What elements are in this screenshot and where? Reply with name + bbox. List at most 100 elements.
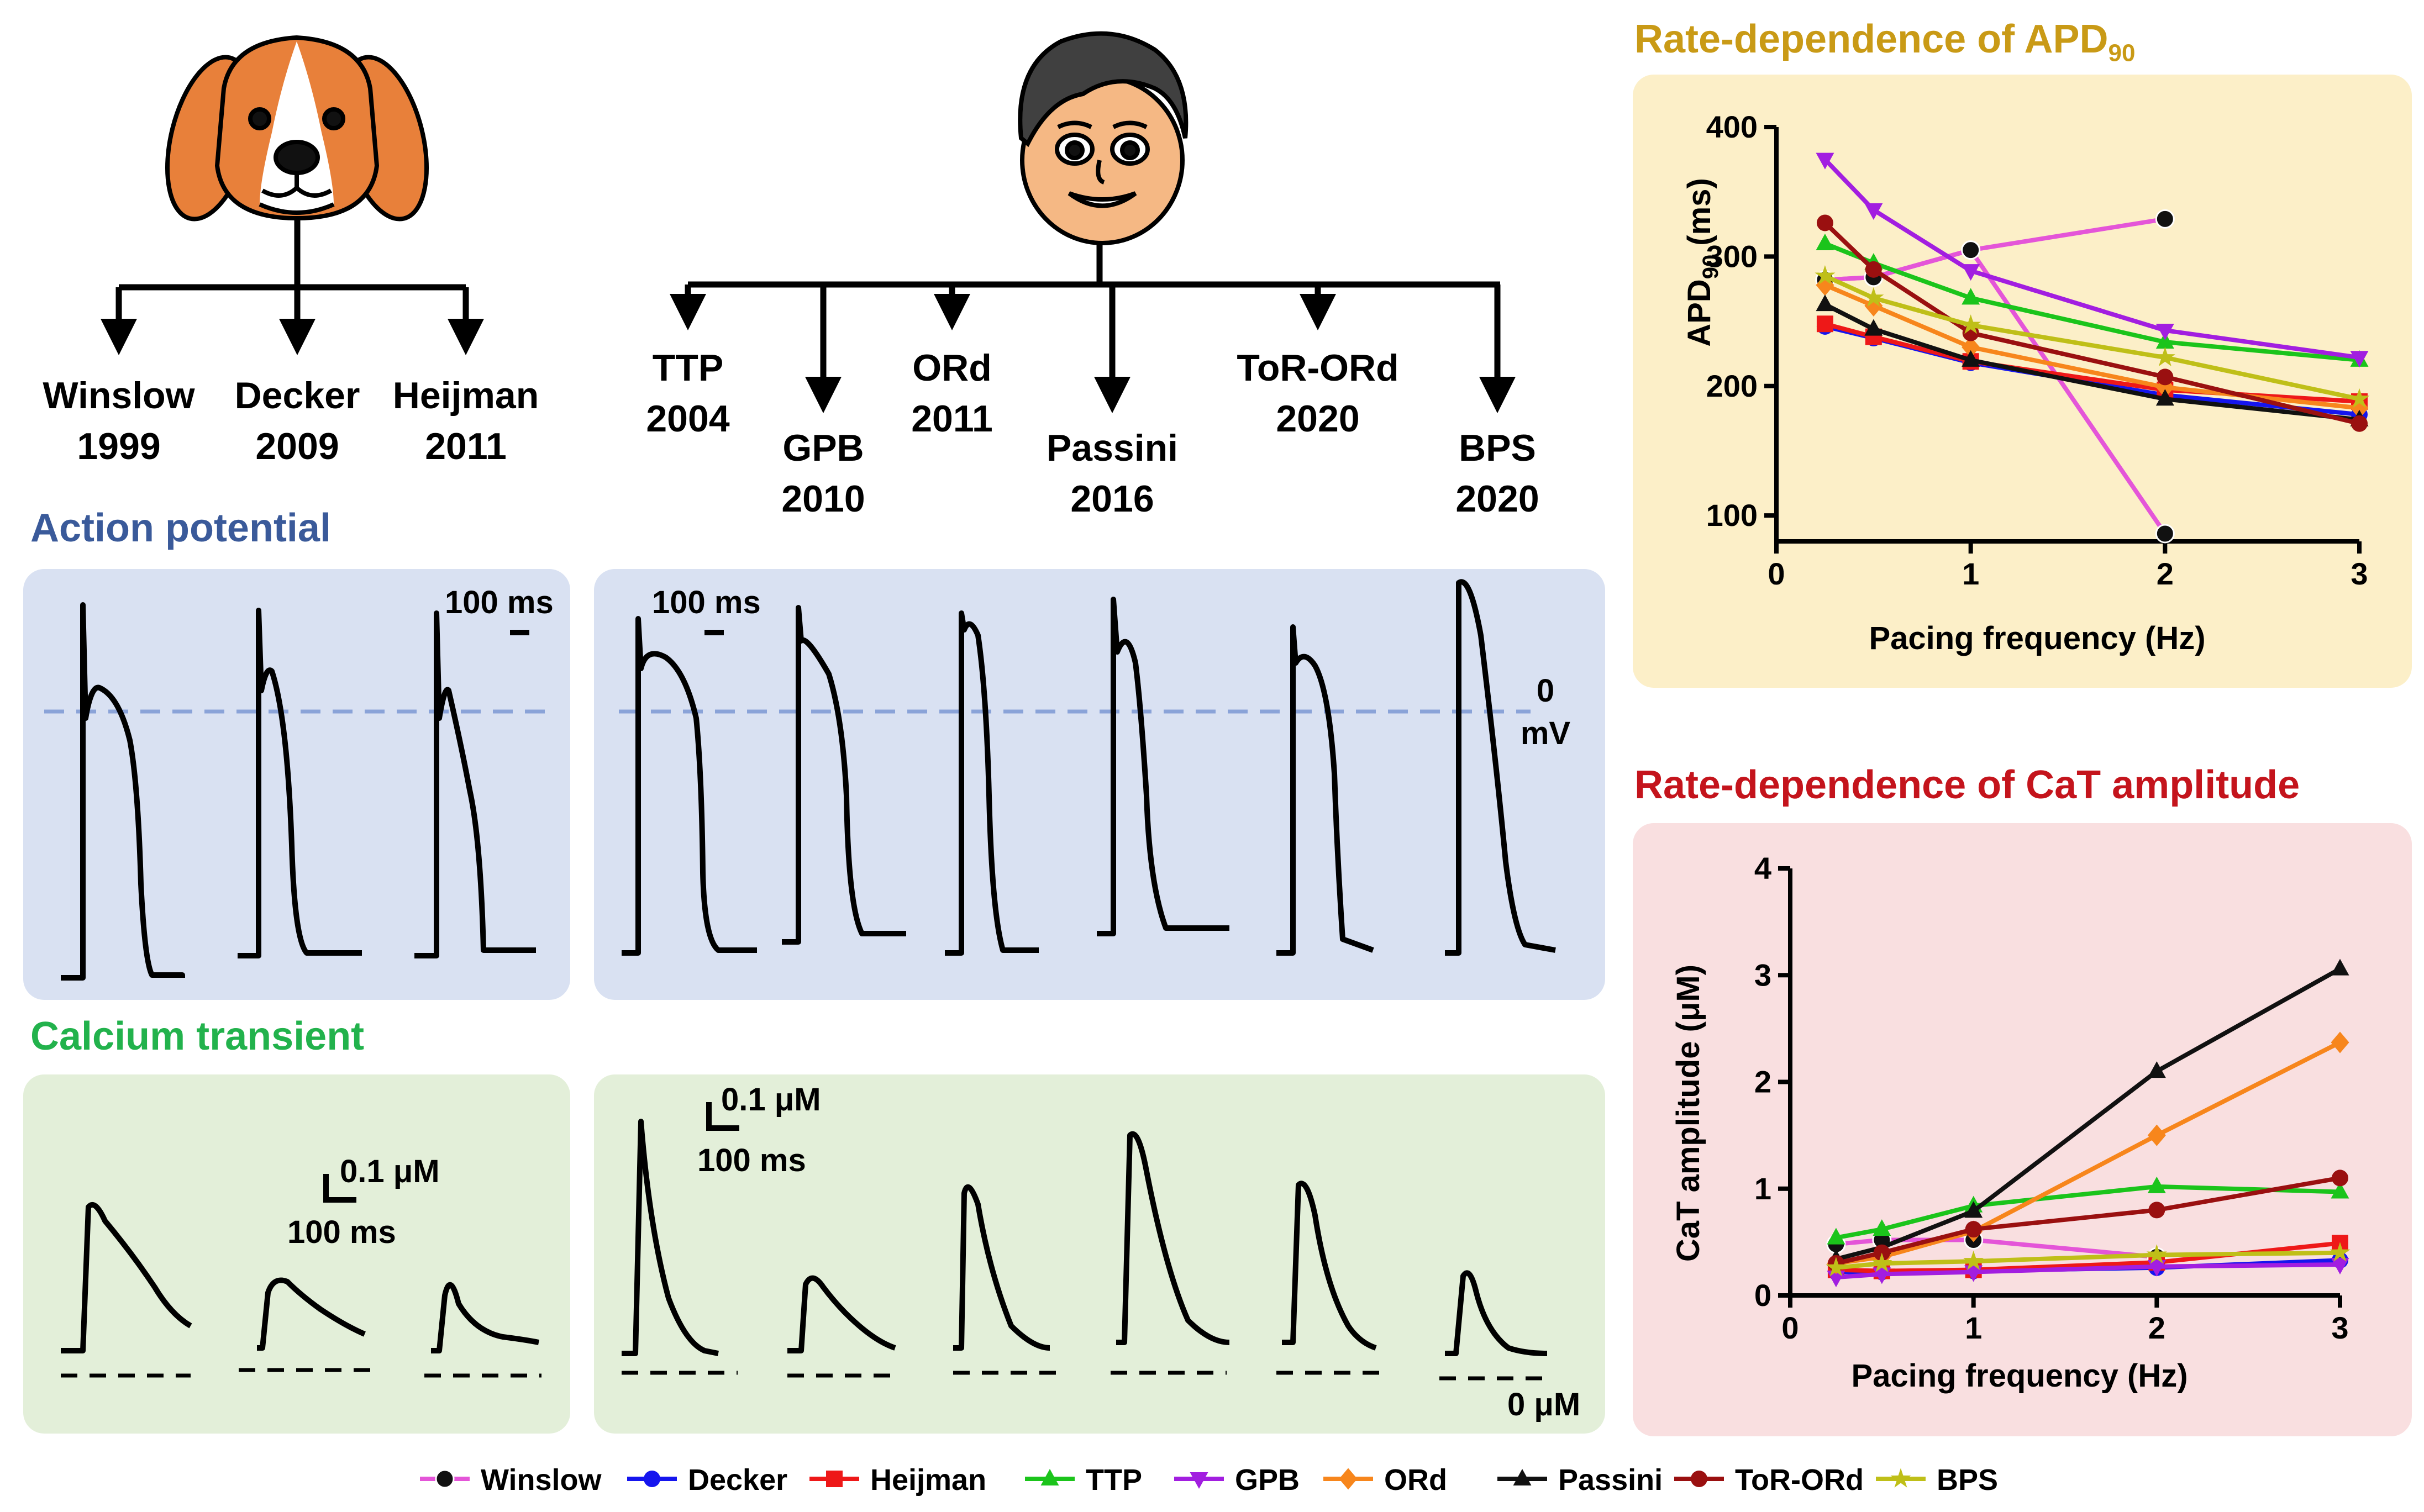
apd-x-tick-label: 3: [2351, 556, 2368, 591]
ap-trace-passini: [1097, 597, 1229, 936]
apd-point-tor-ord: [1865, 261, 1882, 278]
cat-x-tick-label: 2: [2148, 1310, 2165, 1345]
apd-point-bps: [2154, 346, 2175, 366]
cat-point-ttp: [2331, 1182, 2349, 1199]
legend-label-winslow: Winslow: [481, 1463, 602, 1497]
model-year: 1999: [77, 425, 161, 467]
apd-line-gpb: [1823, 157, 2360, 360]
apd-ylabel-sub: 90: [1699, 255, 1723, 280]
ca-trace-winslow: [61, 1202, 192, 1353]
legend-label-passini: Passini: [1558, 1463, 1663, 1497]
cat-point-gpb: [2147, 1260, 2166, 1277]
model-name: Winslow: [43, 375, 195, 417]
apd-point-tor-ord: [1816, 214, 1833, 231]
cat-point-tor-ord: [1965, 1221, 1982, 1238]
legend-marker-winslow: [435, 1469, 455, 1489]
apd-point-gpb: [1864, 203, 1883, 220]
ap-trace-tor-ord: [1276, 624, 1374, 956]
apd-axes: 100 200 300 400 0 1 2 3: [1706, 109, 2368, 591]
apd-series-group: [1815, 152, 2370, 544]
apd-x-tick-label: 2: [2157, 556, 2174, 591]
apd-y-tick-label: 200: [1706, 368, 1758, 403]
cat-point-ord: [2147, 1124, 2166, 1146]
apd-ylabel-suffix: (ms): [1681, 178, 1717, 255]
cat-chart: 0 1 2 3 4 0 1 2 3 Pacing frequency (Hz) CaT ampl…: [1670, 851, 2351, 1394]
model-label-decker: Decker 2009: [206, 370, 388, 472]
cat-chart-title: Rate-dependence of CaT amplitude: [1634, 763, 2300, 807]
model-label-ttp: TTP 2004: [597, 343, 779, 444]
cat-point-bps: [1963, 1250, 1984, 1270]
legend-label-gpb: GPB: [1235, 1463, 1300, 1497]
ap-trace-gpb: [782, 605, 906, 945]
model-tree-diagram: [101, 31, 1516, 413]
dog-face-icon: [165, 35, 429, 222]
cat-point-bps: [2146, 1244, 2167, 1264]
apd-title-text: Rate-dependence of APD: [1634, 17, 2108, 61]
apd-point-bps: [2349, 388, 2370, 408]
model-year: 2009: [255, 425, 339, 467]
cat-y-tick-label: 3: [1754, 957, 1771, 992]
ap-dog-time-label: 100 ms: [445, 584, 554, 620]
apd-chart: 100 200 300 400 0 1 2 3 Pacing frequency (Hz) A…: [1681, 109, 2370, 656]
apd-x-axis-label: Pacing frequency (Hz): [1869, 620, 2205, 656]
calcium-transient-heading: Calcium transient: [30, 1014, 365, 1058]
apd-point-winslow: [2155, 209, 2175, 229]
ap-trace-winslow: [61, 602, 185, 981]
legend-marker-decker: [644, 1471, 660, 1487]
cat-point-tor-ord: [2148, 1202, 2165, 1219]
apd-point-tor-ord: [2351, 415, 2368, 432]
apd-x-tick-label: 0: [1768, 556, 1785, 591]
model-label-gpb: GPB 2010: [732, 423, 914, 524]
apd-line-tor-ord: [1823, 221, 2360, 426]
model-year: 2016: [1070, 478, 1154, 520]
model-label-tor-ord: ToR-ORd 2020: [1227, 343, 1409, 444]
ap-human-time-label: 100 ms: [652, 584, 761, 620]
ca-trace-decker: [257, 1277, 366, 1351]
ap-trace-bps: [1445, 579, 1556, 956]
model-label-winslow: Winslow 1999: [28, 370, 210, 472]
apd-point-ttp: [1962, 288, 1980, 305]
ap-trace-ord: [945, 610, 1039, 956]
ca-dog-panel: [23, 1074, 570, 1434]
ca-trace-ord: [953, 1184, 1050, 1351]
trace-panels: 100 ms 100 ms 0 mV 0.1 μM 100 ms 0.1 μM …: [44, 579, 1580, 1423]
cat-y-tick-label: 2: [1754, 1065, 1771, 1099]
cat-chart-panel: [1633, 823, 2412, 1436]
apd-y-axis-label: APD90 (ms): [1681, 178, 1723, 347]
cat-point-ord: [2331, 1031, 2349, 1053]
action-potential-heading: Action potential: [30, 506, 331, 550]
apd-point-winslow: [1961, 240, 1981, 260]
apd-point-passini: [1816, 294, 1834, 312]
model-name: Passini: [1046, 427, 1179, 469]
model-name: TTP: [652, 347, 724, 389]
cat-y-tick-label: 4: [1754, 851, 1771, 886]
ca-dog-time-label: 100 ms: [287, 1214, 396, 1250]
legend-marker-heijman: [826, 1471, 843, 1487]
cat-line-ord: [1836, 1040, 2341, 1266]
apd-title-sub: 90: [2108, 39, 2136, 67]
model-year: 2020: [1455, 478, 1539, 520]
ca-dog-conc-label: 0.1 μM: [340, 1153, 440, 1189]
cat-point-bps: [2330, 1242, 2351, 1262]
apd-point-gpb: [1816, 152, 1834, 170]
apd-point-winslow: [2155, 524, 2175, 544]
dog-tree-lines: [101, 218, 484, 355]
model-year: 2010: [781, 478, 865, 520]
apd-x-tick-label: 1: [1962, 556, 1979, 591]
apd-point-gpb: [2155, 323, 2174, 340]
legend-marker-passini: [1513, 1469, 1532, 1485]
apd-y-tick-label: 300: [1706, 239, 1758, 273]
ap-zero-label: 0: [1537, 673, 1554, 709]
ca-human-scale-bar: [706, 1102, 739, 1131]
model-name: Decker: [234, 375, 360, 417]
cat-x-axis-label: Pacing frequency (Hz): [1851, 1358, 2188, 1394]
legend-label-tor-ord: ToR-ORd: [1735, 1463, 1864, 1497]
legend-label-decker: Decker: [688, 1463, 787, 1497]
cat-point-gpb: [2331, 1257, 2349, 1274]
apd-point-passini: [1962, 350, 1980, 367]
cat-line-ttp: [1836, 1184, 2341, 1240]
legend-marker-ttp: [1040, 1469, 1059, 1485]
apd-point-ttp: [1816, 233, 1834, 250]
cat-axes: 0 1 2 3 4 0 1 2 3: [1754, 851, 2349, 1345]
cat-point-ttp: [1873, 1219, 1891, 1236]
